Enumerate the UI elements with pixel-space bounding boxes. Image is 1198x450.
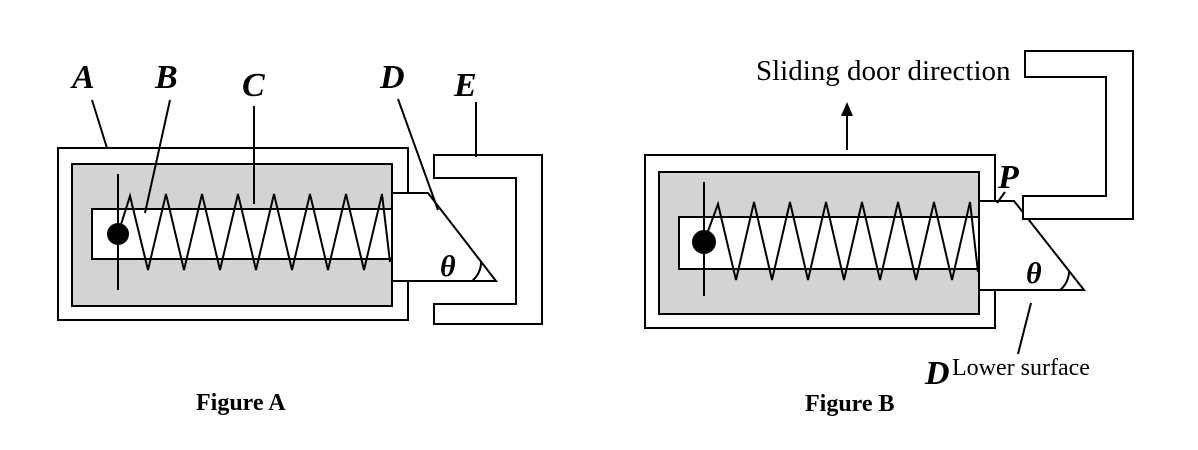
spring-a [117,192,391,271]
spring-b [703,200,979,281]
sliding-door-frame [1022,50,1134,220]
theta-arc-a [471,261,483,282]
leader-d-a [397,98,439,211]
theta-a: θ [440,250,456,283]
label-p: P [997,159,1019,196]
label-d-b: D [924,355,950,392]
leader-a [91,99,108,149]
caption-figure-b: Figure B [805,391,895,417]
latch-tongue-a [391,192,499,282]
label-e: E [453,67,477,104]
leader-d-b [1017,302,1032,355]
theta-arc-b [1059,270,1071,291]
label-b: B [154,59,178,96]
theta-b: θ [1026,257,1042,290]
label-d-a: D [379,59,405,96]
sliding-door-direction-label: Sliding door direction [756,55,1011,87]
label-c: C [242,67,265,104]
label-a: A [70,59,95,96]
leader-p [996,191,1006,204]
figure-a: A B C D E θ Figure A [57,59,543,416]
caption-figure-a: Figure A [196,390,286,416]
leader-b [144,99,171,214]
latch-tongue-b [978,200,1087,291]
strike-plate-e [433,154,543,325]
bolt-rod-b [678,216,982,270]
lower-surface-label: Lower surface [952,355,1090,381]
direction-arrow-icon [841,102,853,116]
figure-b: Sliding door direction P θ D Lower surfa… [644,50,1134,417]
